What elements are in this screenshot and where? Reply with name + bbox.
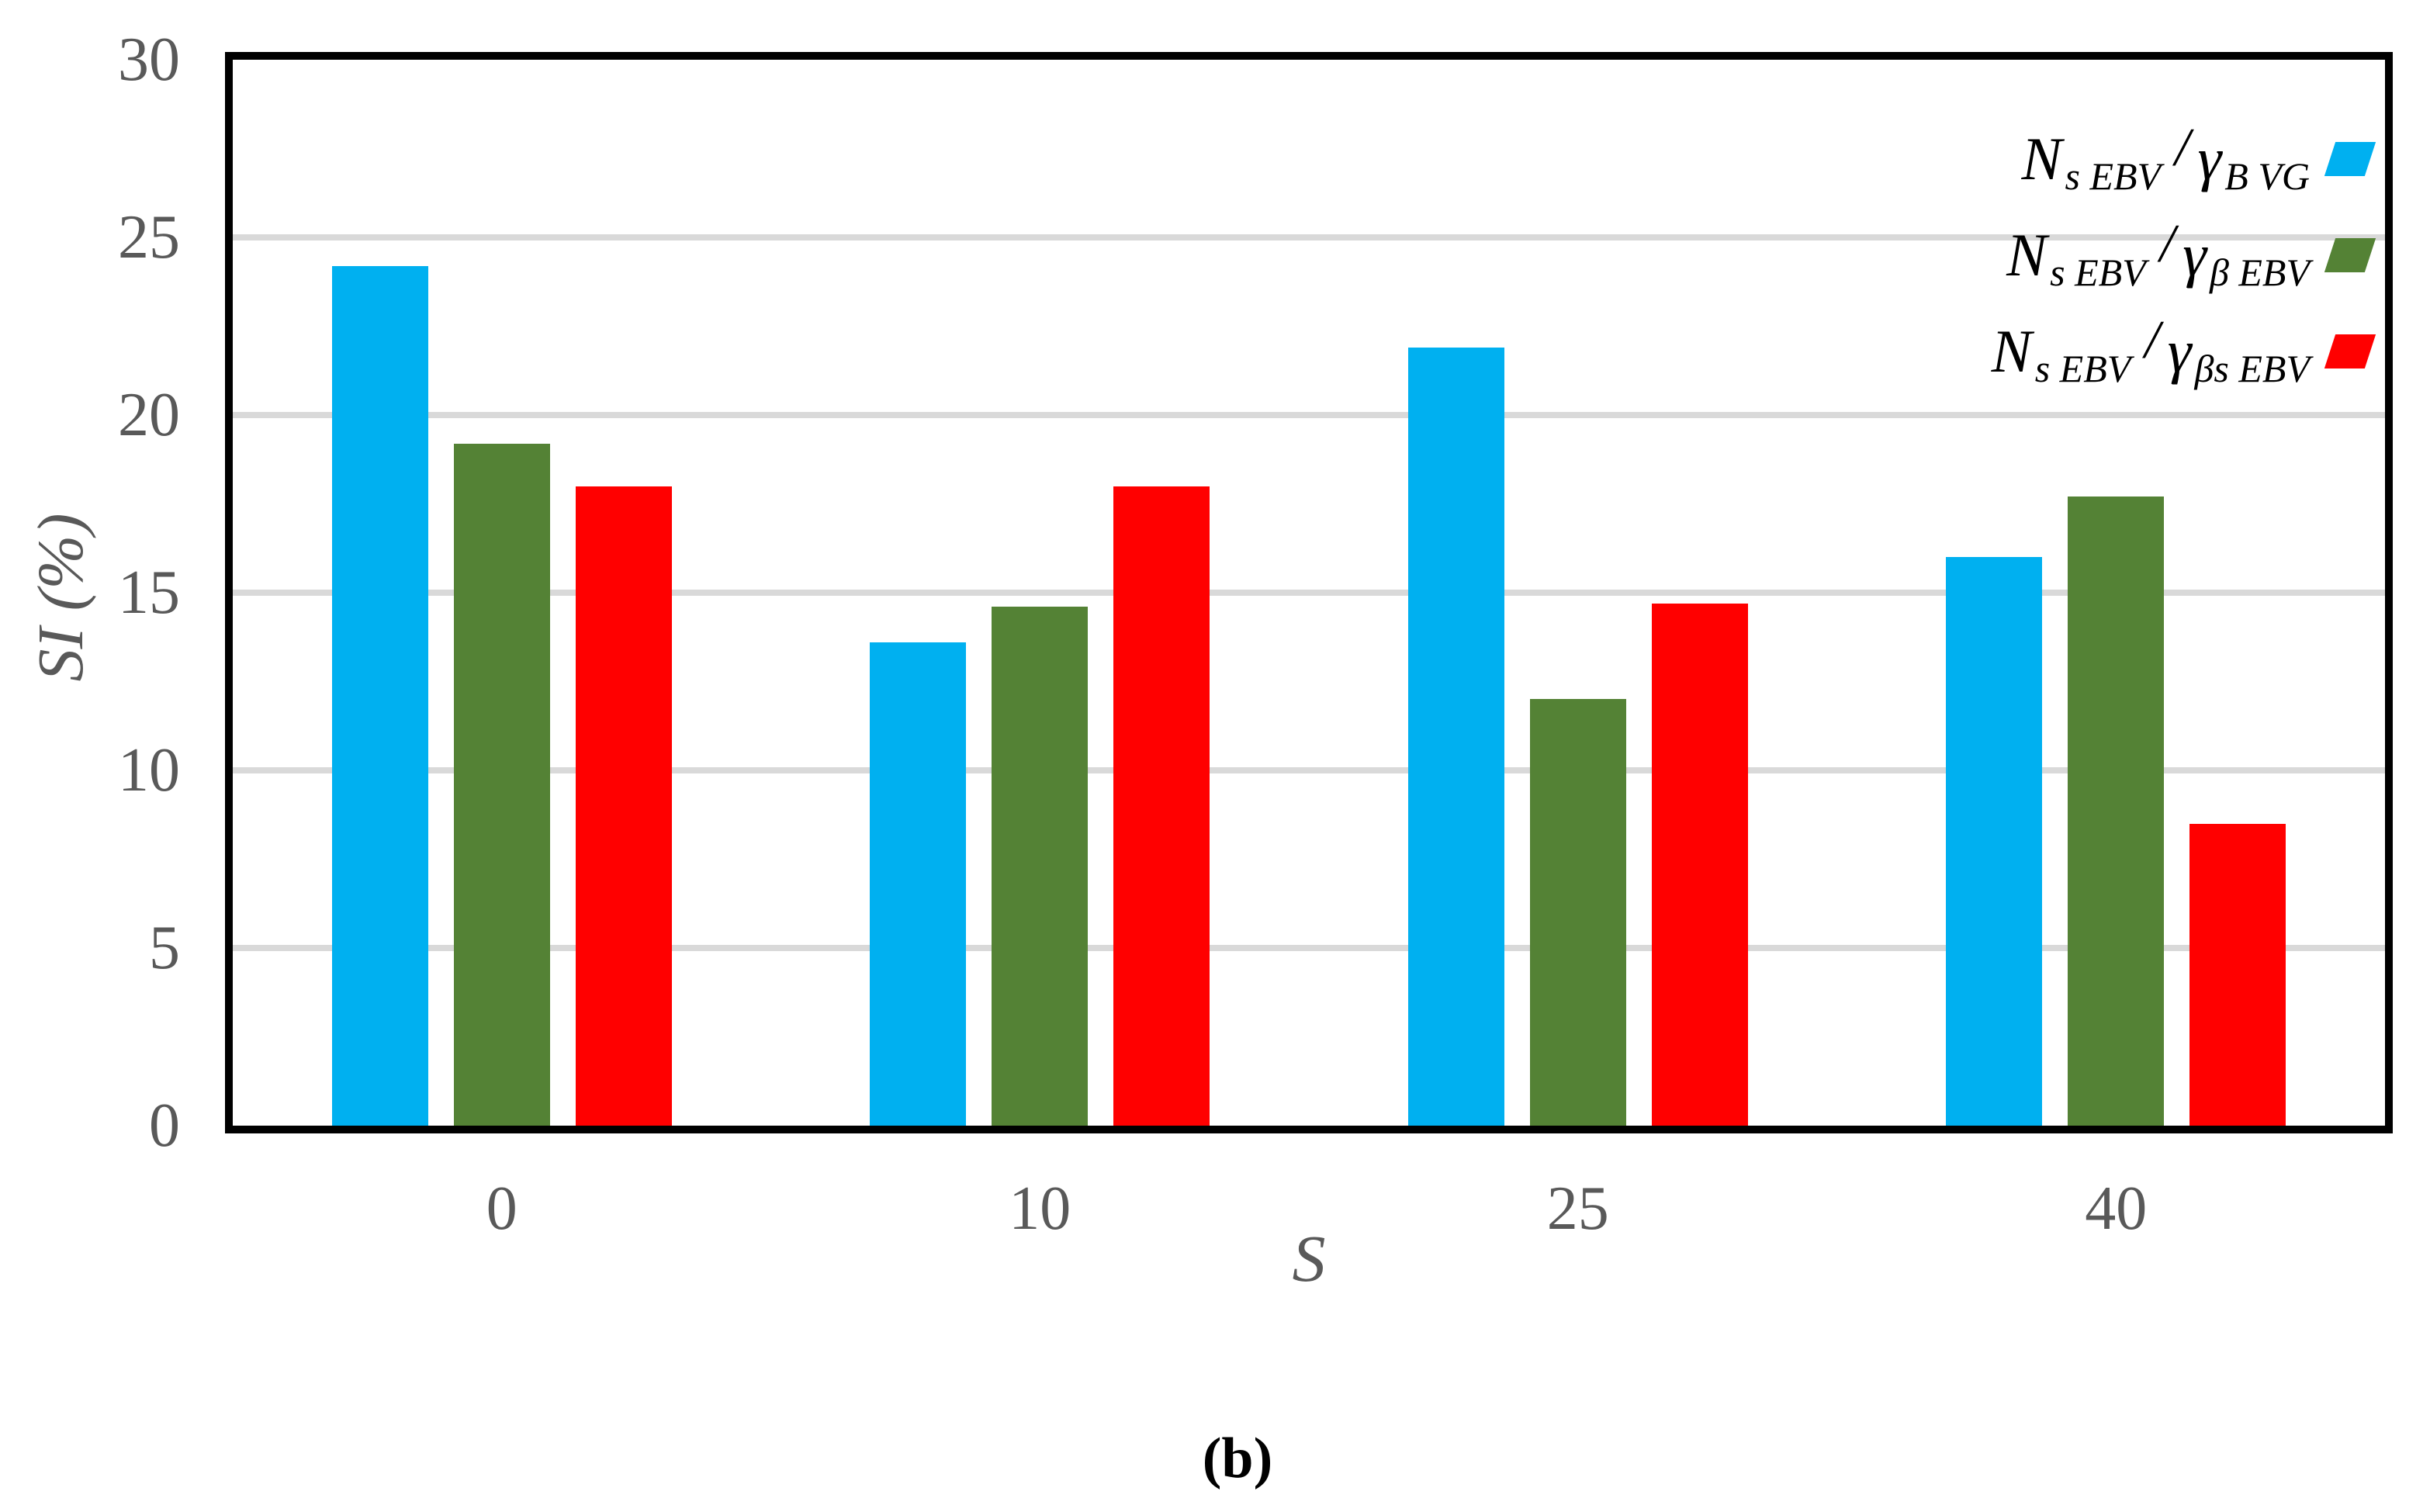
x-tick-label-40: 40	[2085, 1175, 2148, 1243]
x-tick-label-25: 25	[1546, 1175, 1609, 1243]
bar-series-2-group-25	[1529, 699, 1626, 1126]
legend-base-symbol: N	[1991, 317, 2032, 385]
legend-base-symbol: N	[2006, 221, 2048, 289]
bar-series-1-group-40	[1946, 557, 2043, 1126]
bar-series-3-group-0	[575, 486, 672, 1126]
bar-series-2-group-40	[2068, 497, 2165, 1126]
x-axis-title: S	[1292, 1221, 1326, 1296]
figure-caption: (b)	[1202, 1427, 1273, 1490]
gridline	[233, 767, 2385, 773]
bar-series-2-group-0	[453, 443, 550, 1126]
legend-swatch-icon	[2324, 142, 2376, 176]
plot-area-frame	[225, 52, 2393, 1133]
bar-series-2-group-10	[992, 607, 1089, 1126]
x-tick-label-0: 0	[486, 1175, 518, 1243]
bar-series-3-group-10	[1113, 486, 1210, 1126]
bar-series-1-group-10	[870, 642, 967, 1126]
legend-swatch-icon	[2324, 238, 2376, 272]
y-tick-label-20: 20	[118, 381, 180, 449]
y-tick-label-5: 5	[149, 914, 180, 982]
gridline	[233, 234, 2385, 240]
legend-gamma-symbol: γ	[2167, 317, 2192, 385]
bar-series-1-group-0	[331, 265, 428, 1126]
y-tick-label-15: 15	[118, 559, 180, 627]
legend-separator: /	[2144, 310, 2160, 370]
gridline	[233, 412, 2385, 418]
x-tick-label-10: 10	[1009, 1175, 1071, 1243]
legend-base-subscript: s EBV	[2065, 154, 2162, 198]
y-tick-label-0: 0	[149, 1092, 180, 1160]
legend-gamma-symbol: γ	[2197, 125, 2222, 192]
y-tick-label-10: 10	[118, 736, 180, 804]
legend-base-subscript: s EBV	[2050, 251, 2146, 294]
legend-gamma-subscript: βs EBV	[2194, 347, 2311, 390]
legend-gamma-symbol: γ	[2182, 221, 2207, 289]
legend-swatch-icon	[2324, 334, 2376, 368]
plot-area	[233, 60, 2385, 1126]
y-tick-label-25: 25	[118, 203, 180, 272]
legend-gamma-subscript: β EBV	[2209, 251, 2310, 294]
legend-gamma-subscript: B VG	[2224, 154, 2310, 198]
legend-separator: /	[2175, 118, 2190, 178]
gridline	[233, 945, 2385, 951]
legend-base-subscript: s EBV	[2034, 347, 2131, 390]
bar-series-1-group-25	[1407, 347, 1504, 1126]
bar-series-3-group-40	[2189, 823, 2286, 1126]
y-tick-label-30: 30	[118, 26, 180, 94]
legend-separator: /	[2159, 214, 2176, 274]
bar-series-3-group-25	[1651, 603, 1748, 1126]
legend-base-symbol: N	[2021, 125, 2062, 192]
gridline	[233, 590, 2385, 596]
